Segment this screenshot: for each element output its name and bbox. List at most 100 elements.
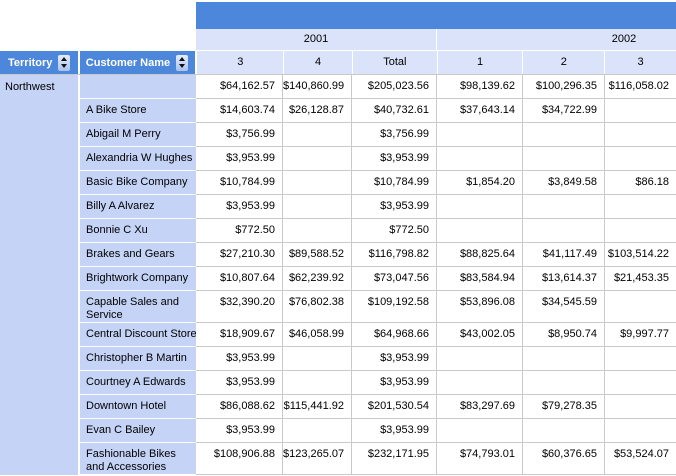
value-cell	[523, 347, 605, 371]
value-cell: $62,239.92	[283, 267, 352, 291]
value-cell: $103,514.22	[605, 243, 676, 267]
value-cell	[283, 123, 352, 147]
customer-name-cell: A Bike Store	[80, 99, 196, 123]
value-cell	[283, 371, 352, 395]
value-cell: $64,968.66	[352, 323, 437, 347]
customer-cell-empty	[80, 75, 196, 99]
value-cell: $74,793.01	[437, 443, 523, 475]
customer-row: Courtney A Edwards $3,953.99 $3,953.99	[80, 371, 676, 395]
value-cell: $3,953.99	[352, 371, 437, 395]
value-cell: $76,802.38	[283, 291, 352, 323]
value-cell	[605, 99, 676, 123]
value-cell	[437, 147, 523, 171]
customer-name-cell: Brakes and Gears	[80, 243, 196, 267]
customer-name-cell: Downtown Hotel	[80, 395, 196, 419]
year-group-2002: 2002	[437, 29, 676, 50]
value-cell	[523, 371, 605, 395]
corner-spacer	[0, 0, 196, 29]
total-header-2001: Total	[352, 51, 438, 74]
value-cell: $201,530.54	[352, 395, 437, 419]
value-cell: $32,390.20	[196, 291, 283, 323]
value-cell: $108,906.88	[196, 443, 283, 475]
year-group-row: 2001 2002	[0, 29, 676, 50]
value-cell: $27,210.30	[196, 243, 283, 267]
column-header-row: Territory Customer Name 3 4 Total 1 2 3	[0, 51, 676, 74]
value-cell: $116,798.82	[352, 243, 437, 267]
value-cell: $53,896.08	[437, 291, 523, 323]
quarter-header-2002-3: 3	[605, 51, 676, 74]
value-cell: $109,192.58	[352, 291, 437, 323]
value-cell	[283, 419, 352, 443]
customer-name-cell: Christopher B Martin	[80, 347, 196, 371]
value-cell: $3,953.99	[352, 347, 437, 371]
customer-row: Evan C Bailey $3,953.99 $3,953.99	[80, 419, 676, 443]
territory-value: Northwest	[5, 81, 55, 93]
customer-name-cell: Courtney A Edwards	[80, 371, 196, 395]
customer-name-cell: Evan C Bailey	[80, 419, 196, 443]
year-2002-label: 2002	[611, 33, 637, 45]
value-cell: $3,953.99	[196, 147, 283, 171]
value-cell	[437, 347, 523, 371]
column-group-band	[196, 2, 676, 29]
sort-icon[interactable]	[58, 54, 71, 71]
customer-header-label: Customer Name	[85, 56, 171, 69]
subtotal-row: $64,162.57 $140,860.99 $205,023.56 $98,139.…	[80, 75, 676, 99]
value-cell	[437, 219, 523, 243]
value-cell: $21,453.35	[605, 267, 676, 291]
subtotal-value-cell: $205,023.56	[352, 75, 437, 99]
value-cell: $3,953.99	[196, 195, 283, 219]
customer-name-cell: Abigail M Perry	[80, 123, 196, 147]
customer-row: Bonnie C Xu $772.50 $772.50	[80, 219, 676, 243]
quarter-header-2001-3: 3	[197, 51, 285, 74]
value-cell: $1,854.20	[437, 171, 523, 195]
value-cell: $10,784.99	[352, 171, 437, 195]
subtotal-value-cell: $140,860.99	[283, 75, 352, 99]
value-cell: $232,171.95	[352, 443, 437, 475]
value-cell	[605, 347, 676, 371]
value-cell: $79,278.35	[523, 395, 605, 419]
customer-name-cell: Fashionable Bikes and Accessories	[80, 443, 196, 475]
value-cell	[437, 195, 523, 219]
value-cell	[605, 371, 676, 395]
customer-row: Abigail M Perry $3,756.99 $3,756.99	[80, 123, 676, 147]
sort-icon[interactable]	[176, 54, 189, 71]
value-cell: $86,088.62	[196, 395, 283, 419]
value-cell: $43,002.05	[437, 323, 523, 347]
quarter-header-2002-1: 1	[437, 51, 524, 74]
customer-name-cell: Capable Sales and Service	[80, 291, 196, 323]
value-cell: $123,265.07	[283, 443, 352, 475]
territory-header-label: Territory	[8, 56, 53, 69]
quarter-header-2001-4: 4	[284, 51, 353, 74]
value-cell	[605, 219, 676, 243]
value-cell	[523, 147, 605, 171]
customer-row: Fashionable Bikes and Accessories $108,90…	[80, 443, 676, 475]
value-cell: $14,603.74	[196, 99, 283, 123]
customer-name-header: Customer Name	[79, 51, 198, 74]
value-cell: $3,849.58	[523, 171, 605, 195]
value-cell	[437, 371, 523, 395]
customer-name-cell: Billy A Alvarez	[80, 195, 196, 219]
customer-row: A Bike Store $14,603.74 $26,128.87 $40,732.…	[80, 99, 676, 123]
value-cell: $3,953.99	[196, 371, 283, 395]
value-cell: $3,953.99	[352, 419, 437, 443]
customer-row: Billy A Alvarez $3,953.99 $3,953.99	[80, 195, 676, 219]
customer-row: Capable Sales and Service $32,390.20 $76,8…	[80, 291, 676, 323]
customer-row: Brightwork Company $10,807.64 $62,239.92 $7…	[80, 267, 676, 291]
value-cell: $26,128.87	[283, 99, 352, 123]
value-cell: $10,784.99	[196, 171, 283, 195]
value-cell: $772.50	[196, 219, 283, 243]
value-cell: $3,953.99	[196, 419, 283, 443]
value-cell: $83,584.94	[437, 267, 523, 291]
value-cell	[437, 123, 523, 147]
customer-row: Basic Bike Company $10,784.99 $10,784.99 $1…	[80, 171, 676, 195]
value-cell	[523, 195, 605, 219]
value-cell	[605, 195, 676, 219]
value-cell	[605, 123, 676, 147]
subtotal-value-cell: $64,162.57	[196, 75, 283, 99]
value-cell: $73,047.56	[352, 267, 437, 291]
value-cell: $89,588.52	[283, 243, 352, 267]
value-cell: $86.18	[605, 171, 676, 195]
value-cell	[605, 147, 676, 171]
year-group-2001: 2001	[196, 29, 437, 50]
